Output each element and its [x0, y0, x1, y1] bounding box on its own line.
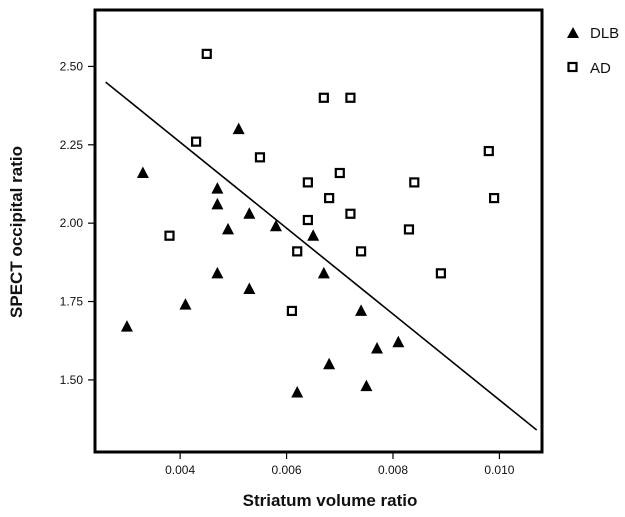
- x-tick-label: 0.010: [484, 463, 514, 477]
- ad-point: [286, 305, 297, 317]
- ad-point: [345, 92, 356, 103]
- dlb-point: [371, 342, 384, 354]
- dlb-point: [323, 357, 336, 370]
- dlb-point: [211, 182, 224, 194]
- ad-point: [345, 208, 356, 219]
- ad-point: [324, 192, 335, 204]
- y-tick-label: 2.00: [60, 216, 84, 230]
- dlb-point: [120, 320, 133, 332]
- dlb-point: [317, 266, 330, 279]
- ad-point: [489, 192, 500, 204]
- ad-point: [483, 145, 494, 157]
- y-axis-title: SPECT occipital ratio: [7, 146, 26, 318]
- x-tick-label: 0.004: [165, 463, 195, 477]
- x-axis-ticks: 0.004 0.006 0.008 0.010: [165, 453, 515, 477]
- dlb-point: [211, 197, 224, 210]
- ad-point: [403, 224, 415, 235]
- ad-point: [302, 177, 313, 188]
- dlb-point: [291, 385, 304, 398]
- ad-point: [191, 136, 202, 147]
- dlb-point: [243, 282, 256, 294]
- ad-point: [355, 246, 367, 257]
- ad-point: [435, 268, 446, 279]
- y-tick-label: 2.50: [60, 59, 84, 73]
- dlb-point: [232, 122, 245, 135]
- dlb-point: [392, 335, 405, 348]
- ad-point: [318, 92, 329, 103]
- dlb-point: [179, 298, 192, 310]
- ad-point: [201, 48, 212, 59]
- y-tick-label: 1.75: [60, 295, 84, 309]
- dlb-point: [269, 219, 282, 232]
- y-tick-label: 2.25: [60, 138, 84, 152]
- plot-frame: [93, 8, 544, 454]
- legend-ad-marker: [567, 61, 578, 73]
- legend-dlb-label: DLB: [590, 25, 619, 42]
- x-axis-title: Striatum volume ratio: [243, 491, 418, 510]
- ad-point: [292, 246, 303, 257]
- dlb-point: [360, 379, 373, 392]
- ad-point: [334, 167, 345, 179]
- x-tick-label: 0.006: [272, 463, 302, 477]
- dlb-point: [355, 304, 368, 316]
- ad-point: [164, 230, 175, 241]
- ad-point: [254, 152, 266, 163]
- regression-line: [105, 81, 538, 431]
- ad-point: [409, 177, 420, 188]
- legend-ad-label: AD: [590, 60, 611, 77]
- y-tick-label: 1.50: [60, 373, 84, 387]
- ad-point: [302, 214, 313, 226]
- legend-dlb-marker: [567, 27, 579, 38]
- dlb-point: [136, 166, 149, 179]
- dlb-point: [211, 266, 224, 279]
- dlb-point: [307, 229, 320, 241]
- dlb-point: [222, 222, 235, 235]
- legend: DLB AD: [567, 25, 619, 77]
- y-axis-ticks: 1.50 1.75 2.00 2.25 2.50: [60, 59, 94, 387]
- data-points: [120, 48, 500, 398]
- dlb-point: [243, 207, 256, 219]
- x-tick-label: 0.008: [378, 463, 408, 477]
